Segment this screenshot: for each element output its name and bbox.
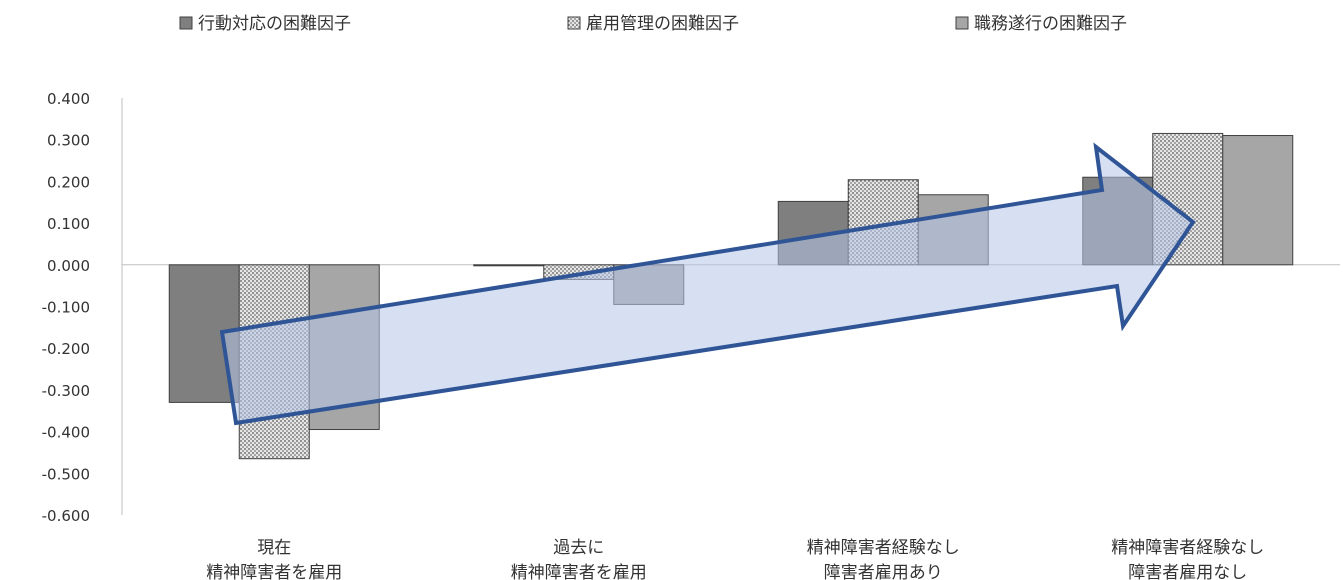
y-tick-label: 0.300 (47, 132, 90, 150)
legend-swatch (955, 16, 969, 30)
y-tick-label: 0.400 (47, 90, 90, 108)
x-axis: 現在精神障害者を雇用過去に精神障害者を雇用精神障害者経験なし障害者雇用あり精神障… (206, 538, 1264, 580)
y-tick-label: -0.200 (42, 340, 90, 358)
y-tick-label: -0.500 (42, 465, 90, 483)
legend-label: 行動対応の困難因子 (198, 14, 351, 34)
legend-swatch (179, 16, 193, 30)
legend: 行動対応の困難因子 雇用管理の困難因子 職務遂行の困難因子 (179, 14, 1127, 34)
x-category-label: 障害者雇用あり (824, 563, 943, 580)
x-category-label: 現在 (257, 538, 291, 558)
legend-label: 雇用管理の困難因子 (586, 14, 739, 34)
y-tick-label: 0.000 (47, 257, 90, 275)
y-tick-label: -0.300 (42, 382, 90, 400)
y-tick-label: 0.100 (47, 215, 90, 233)
bar (473, 264, 545, 267)
legend-swatch (567, 16, 581, 30)
x-category-label: 精神障害者を雇用 (511, 563, 647, 580)
y-tick-label: -0.100 (42, 299, 90, 317)
x-category-label: 障害者雇用なし (1128, 563, 1247, 580)
legend-label: 職務遂行の困難因子 (974, 14, 1127, 34)
x-category-label: 過去に (553, 538, 604, 558)
y-tick-label: 0.200 (47, 173, 90, 191)
y-tick-label: -0.600 (42, 507, 90, 525)
arrow-shape (219, 142, 1196, 426)
x-category-label: 精神障害者経験なし (807, 538, 960, 558)
bar (1222, 135, 1294, 266)
x-category-label: 精神障害者経験なし (1111, 538, 1264, 558)
y-tick-label: -0.400 (42, 424, 90, 442)
x-category-label: 精神障害者を雇用 (206, 563, 342, 580)
trend-arrow (219, 142, 1196, 426)
